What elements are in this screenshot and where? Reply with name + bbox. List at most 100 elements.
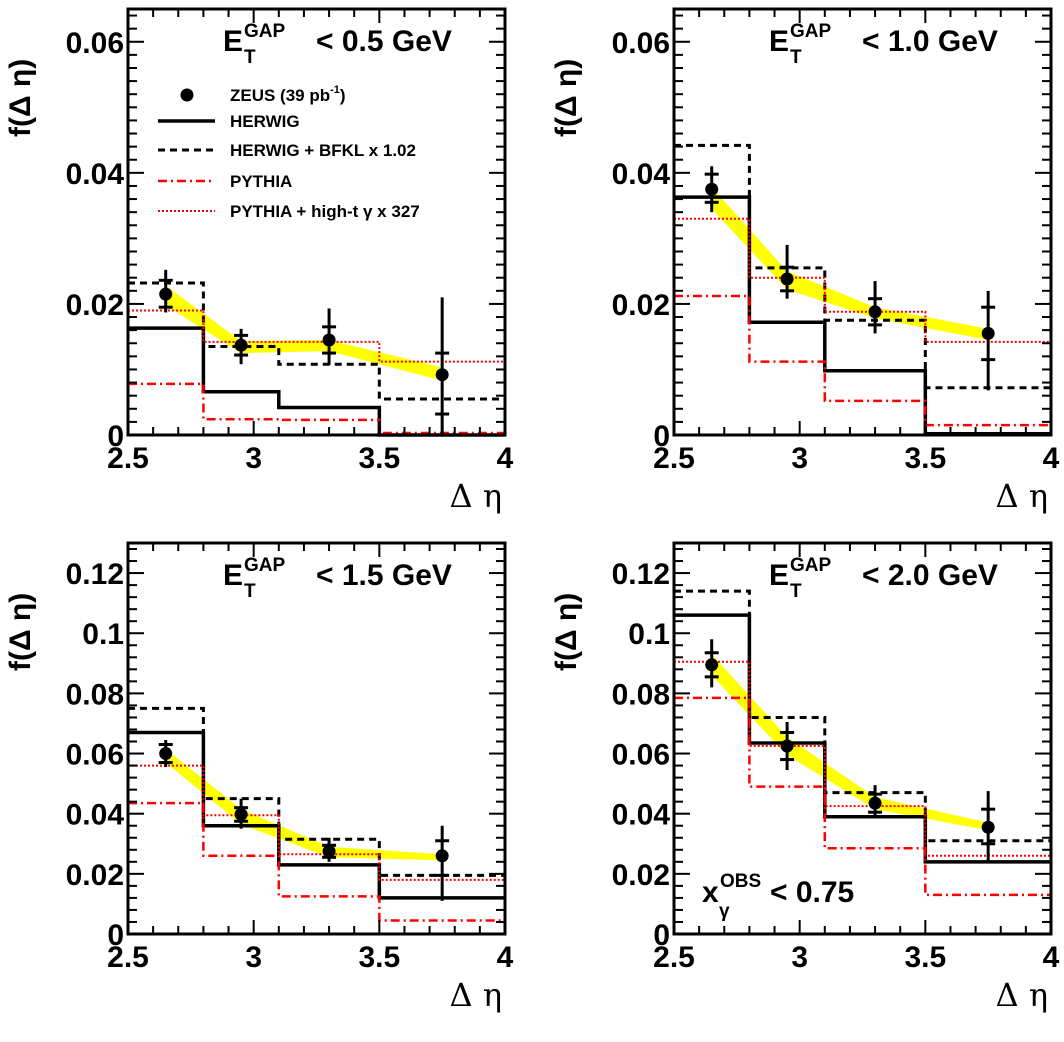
data-marker — [234, 338, 248, 352]
data-point — [158, 740, 173, 768]
data-point — [234, 798, 249, 829]
plot-frame — [126, 541, 507, 936]
pythia-line — [674, 294, 1051, 427]
panel-title: E T GAP < 0.5 GeV — [223, 21, 452, 68]
data-marker — [981, 820, 995, 834]
y-tick-label: 0.02 — [612, 289, 670, 322]
x-tick-label: 3.5 — [904, 442, 946, 475]
x-tick-label: 3.5 — [358, 941, 400, 974]
x-tick-label: 4 — [1043, 442, 1060, 475]
plot-frame — [672, 541, 1053, 936]
y-tick-label: 0.12 — [66, 558, 124, 591]
data-point — [868, 280, 883, 334]
herwig-bfkl-line — [674, 143, 1051, 390]
x-axis-label: Δ η — [996, 976, 1048, 1014]
x-tick-label: 4 — [497, 442, 514, 475]
y-tick-label: 0.06 — [612, 739, 670, 772]
panel-note: xγ OBS < 0.75 — [702, 871, 854, 922]
data-marker — [780, 272, 794, 286]
x-axis-label: Δ η — [450, 976, 502, 1014]
legend-zeus-text: ZEUS (39 pb — [230, 86, 330, 105]
data-marker — [234, 807, 248, 821]
title-cut: < 2.0 GeV — [862, 559, 998, 592]
x-axis-label: Δ η — [450, 477, 502, 515]
panel-4: 2.5 3 3.5 4 0 0.02 0.04 0.06 0.08 0.1 0.12 f(Δ η) Δ … — [550, 541, 1060, 1014]
pythia-line — [674, 696, 1051, 897]
legend-label-herwig-bfkl: HERWIG + BFKL x 1.02 — [230, 141, 416, 160]
title-symbol: E — [223, 25, 243, 58]
legend-zeus-label: ZEUS (39 pb-1) — [230, 84, 346, 105]
y-axis-label: f(Δ η) — [4, 593, 37, 671]
y-tick-label: 0.06 — [612, 27, 670, 60]
x-tick-label: 2.5 — [107, 442, 149, 475]
data-marker — [705, 658, 719, 672]
data-point — [780, 721, 795, 771]
legend-label-herwig: HERWIG — [230, 112, 300, 131]
data-point — [704, 166, 719, 213]
x-tick-label: 4 — [497, 941, 514, 974]
panel-2: 2.5 3 3.5 4 0 0.02 0.04 0.06 f(Δ η) Δ η E T GAP < 1.0… — [550, 7, 1060, 515]
panel-title: E T GAP < 2.0 GeV — [769, 555, 998, 602]
legend: ZEUS (39 pb-1) HERWIG HERWIG + BFKL x 1.02… — [158, 84, 420, 221]
data-point — [158, 269, 173, 313]
herwig-line — [128, 730, 505, 900]
theory-band — [165, 285, 443, 381]
legend-zeus-close: ) — [340, 86, 346, 105]
data-point — [435, 297, 450, 435]
data-marker — [981, 326, 995, 340]
panel-title: E T GAP < 1.0 GeV — [769, 21, 998, 68]
y-tick-label: 0.08 — [66, 678, 124, 711]
theory-band — [711, 187, 989, 340]
data-marker — [322, 844, 336, 858]
x-tick-label: 3.5 — [358, 442, 400, 475]
note-symbol: x — [702, 876, 719, 909]
title-subscript: T — [244, 47, 256, 68]
data-marker — [435, 368, 449, 382]
y-tick-label: 0.02 — [66, 859, 124, 892]
legend-data-marker — [180, 88, 194, 102]
title-subscript: T — [790, 47, 802, 68]
plot-frame — [126, 7, 507, 437]
y-tick-label: 0.04 — [66, 799, 125, 832]
herwig-line — [674, 613, 1051, 864]
x-tick-label: 2.5 — [653, 941, 695, 974]
note-superscript: OBS — [720, 871, 761, 892]
data-point — [981, 290, 996, 391]
note-cut: < 0.75 — [770, 876, 854, 909]
title-symbol: E — [769, 559, 789, 592]
x-tick-label: 3 — [245, 442, 262, 475]
title-superscript: GAP — [790, 555, 832, 576]
title-symbol: E — [769, 25, 789, 58]
y-tick-label: 0.08 — [612, 678, 670, 711]
title-superscript: GAP — [244, 21, 286, 42]
panel-title: E T GAP < 1.5 GeV — [223, 555, 452, 602]
data-marker — [322, 333, 336, 347]
x-tick-label: 3 — [245, 941, 262, 974]
panel-1: 2.5 3 3.5 4 0 0.02 0.04 0.06 f(Δ η) Δ η E T GAP < 0.5… — [4, 7, 514, 515]
y-tick-label: 0 — [653, 420, 670, 453]
y-tick-label: 0 — [107, 919, 124, 952]
title-cut: < 1.5 GeV — [316, 559, 452, 592]
pythia-hight-line — [674, 660, 1051, 857]
data-point — [868, 785, 883, 819]
data-marker — [705, 182, 719, 196]
title-subscript: T — [244, 581, 256, 602]
x-tick-label: 2.5 — [107, 941, 149, 974]
title-superscript: GAP — [790, 21, 832, 42]
data-marker — [868, 305, 882, 319]
data-point — [322, 837, 337, 862]
note-subscript: γ — [719, 901, 730, 922]
y-tick-label: 0.04 — [66, 158, 125, 191]
y-tick-label: 0.04 — [612, 158, 671, 191]
data-marker — [780, 739, 794, 753]
data-point — [981, 791, 996, 862]
data-marker — [159, 287, 173, 301]
y-tick-label: 0.06 — [66, 739, 124, 772]
data-marker — [868, 796, 882, 810]
plot-frame — [672, 7, 1053, 437]
pythia-line — [128, 801, 505, 922]
title-symbol: E — [223, 559, 243, 592]
legend-label-pythia: PYTHIA — [230, 172, 292, 191]
x-tick-label: 3.5 — [904, 941, 946, 974]
theory-band — [165, 749, 443, 861]
